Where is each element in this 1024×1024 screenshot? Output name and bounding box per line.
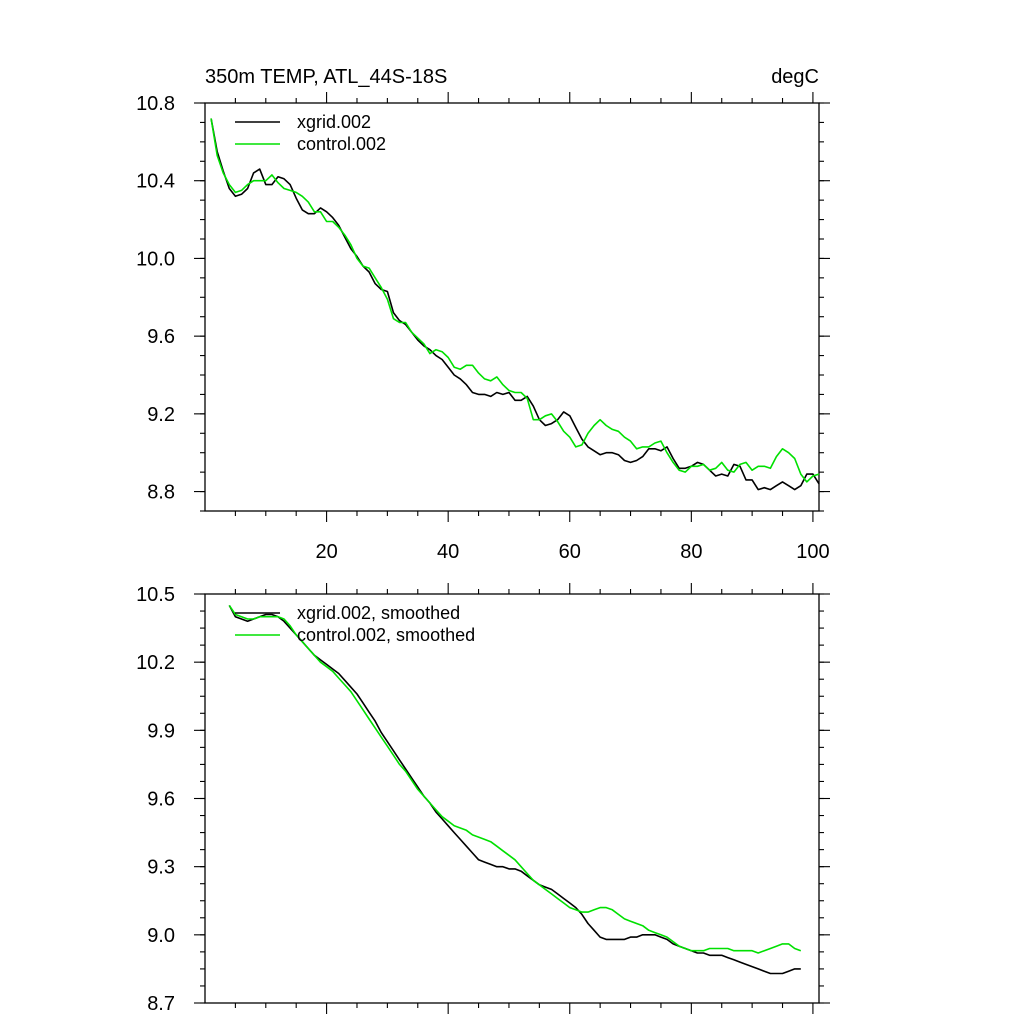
bottom-ytick-label: 9.9 <box>147 720 175 742</box>
bottom-ytick-label: 10.2 <box>136 652 175 674</box>
chart-title: 350m TEMP, ATL_44S-18S <box>205 66 447 88</box>
bottom-ytick-label: 9.0 <box>147 925 175 947</box>
bottom-panel: 8.7 9.0 9.3 9.6 9.9 10.2 10.5 xgrid.002, smoot… <box>136 583 830 1015</box>
bottom-plot-frame <box>204 593 820 1004</box>
top-xtick-label: 40 <box>437 541 459 563</box>
bottom-ytick-label: 9.3 <box>147 857 175 879</box>
top-axis-ticks: 8.8 9.2 9.6 10.0 10.4 10.8 20 40 60 80 100 <box>136 92 830 563</box>
top-ytick-label: 10.0 <box>136 248 175 270</box>
top-xtick-label: 20 <box>315 541 337 563</box>
top-xtick-label: 100 <box>796 541 829 563</box>
top-panel: 350m TEMP, ATL_44S-18S degC 8.8 9.2 9.6 10.… <box>136 66 830 563</box>
legend-label-control-smoothed: control.002, smoothed <box>297 625 475 645</box>
bottom-ytick-label: 8.7 <box>147 993 175 1015</box>
bottom-axis-ticks: 8.7 9.0 9.3 9.6 9.9 10.2 10.5 <box>136 583 830 1015</box>
bottom-series-line-xgrid-002-smoothed <box>228 605 801 975</box>
legend-label-control: control.002 <box>297 134 386 154</box>
legend-label-xgrid-smoothed: xgrid.002, smoothed <box>297 603 460 623</box>
top-ytick-label: 9.2 <box>147 404 175 426</box>
top-xtick-label: 60 <box>559 541 581 563</box>
top-ytick-label: 8.8 <box>147 482 175 504</box>
legend-label-xgrid: xgrid.002 <box>297 112 371 132</box>
top-ytick-label: 10.8 <box>136 93 175 115</box>
bottom-series-line-control-002-smoothed <box>228 604 802 954</box>
top-xtick-label: 80 <box>680 541 702 563</box>
top-plot-frame <box>204 102 820 512</box>
bottom-series-group <box>228 604 802 975</box>
top-legend: xgrid.002 control.002 <box>235 112 386 154</box>
top-series-line-control-002 <box>210 118 820 483</box>
bottom-ytick-label: 9.6 <box>147 789 175 811</box>
bottom-ytick-label: 10.5 <box>136 584 175 606</box>
units-label: degC <box>771 66 819 88</box>
top-series-line-xgrid-002 <box>210 118 820 491</box>
bottom-legend: xgrid.002, smoothed control.002, smoothe… <box>235 603 475 645</box>
top-series-group <box>210 118 820 491</box>
top-ytick-label: 9.6 <box>147 326 175 348</box>
top-ytick-label: 10.4 <box>136 171 175 193</box>
